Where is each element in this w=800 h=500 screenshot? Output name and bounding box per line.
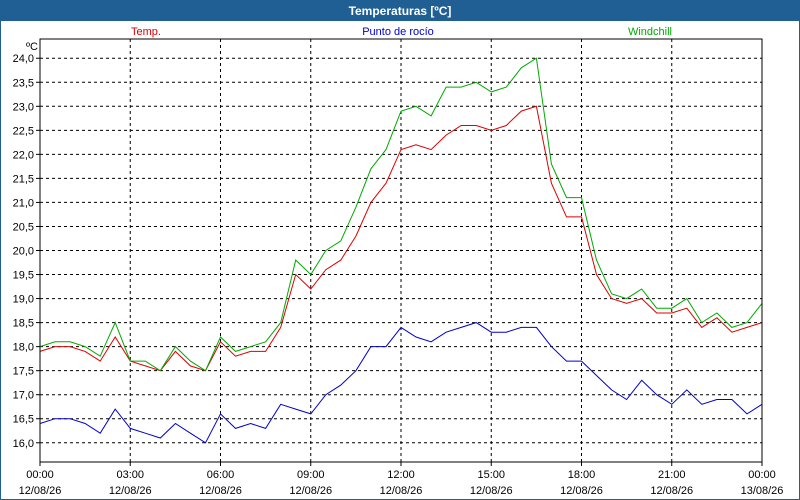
grid-lines [40, 39, 762, 462]
x-tick-date-label: 12/08/26 [19, 485, 62, 497]
x-tick-time-label: 12:00 [387, 469, 415, 481]
x-tick-time-label: 15:00 [477, 469, 505, 481]
y-tick-label: 20,0 [13, 246, 34, 258]
y-tick-label: 16,0 [13, 438, 34, 450]
y-tick-label: 20,5 [13, 221, 34, 233]
x-tick-time-label: 03:00 [116, 469, 144, 481]
x-tick-time-label: 09:00 [297, 469, 325, 481]
x-tick-date-label: 13/08/26 [741, 485, 784, 497]
y-tick-label: 24,0 [13, 53, 34, 65]
x-tick-date-label: 12/08/26 [470, 485, 513, 497]
y-tick-label: 23,0 [13, 101, 34, 113]
legend-entry: Temp. [131, 26, 161, 38]
y-tick-label: 18,5 [13, 318, 34, 330]
x-tick-time-label: 06:00 [207, 469, 235, 481]
y-tick-labels: 16,0 16,5 17,0 17,5 18,0 18,5 19,0 19,5 20,0 20,5… [13, 53, 34, 450]
x-tick-date-label: 12/08/26 [650, 485, 693, 497]
x-tick-labels: 00:00 12/08/26 03:00 12/08/26 06:00 12/08/26 0… [19, 469, 784, 497]
series-line-punto-de-roc-o [39, 322, 763, 444]
x-tick-time-label: 21:00 [658, 469, 686, 481]
legend-entry: Windchill [628, 26, 672, 38]
y-axis-unit-label: ºC [26, 41, 38, 53]
y-tick-label: 23,5 [13, 77, 34, 89]
y-tick-label: 17,5 [13, 366, 34, 378]
y-tick-label: 18,0 [13, 342, 34, 354]
x-tick-time-label: 00:00 [26, 469, 54, 481]
x-tick-time-label: 00:00 [748, 469, 776, 481]
y-tick-label: 22,0 [13, 149, 34, 161]
x-tick-date-label: 12/08/26 [560, 485, 603, 497]
y-tick-label: 19,5 [13, 270, 34, 282]
legend: Temp. Punto de rocío Windchill [131, 26, 672, 38]
series-line-windchill [39, 57, 763, 372]
y-tick-label: 21,0 [13, 197, 34, 209]
y-tick-label: 22,5 [13, 125, 34, 137]
x-tick-date-label: 12/08/26 [380, 485, 423, 497]
x-tick-date-label: 12/08/26 [109, 485, 152, 497]
y-tick-label: 19,0 [13, 294, 34, 306]
chart-title: Temperaturas [ºC] [1, 1, 799, 21]
axes [36, 38, 763, 466]
y-tick-label: 17,0 [13, 390, 34, 402]
x-tick-date-label: 12/08/26 [199, 485, 242, 497]
legend-entry: Punto de rocío [362, 26, 434, 38]
series-lines [39, 57, 763, 444]
x-tick-date-label: 12/08/26 [289, 485, 332, 497]
y-tick-label: 21,5 [13, 173, 34, 185]
y-tick-label: 16,5 [13, 414, 34, 426]
x-tick-time-label: 18:00 [568, 469, 596, 481]
